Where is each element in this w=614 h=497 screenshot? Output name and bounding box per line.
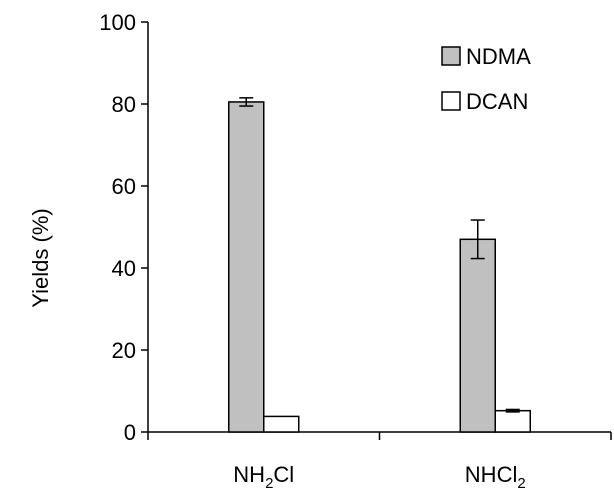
x-labels: NH2Cl NHCl2: [233, 462, 525, 492]
legend-label-dcan: DCAN: [466, 89, 528, 114]
y-tick-label: 60: [112, 174, 136, 199]
y-tick-label: 20: [112, 338, 136, 363]
bar-ndma: [459, 238, 496, 433]
y-tick-label: 80: [112, 92, 136, 117]
y-tick-label: 40: [112, 256, 136, 281]
legend: NDMA DCAN: [441, 44, 531, 114]
legend-swatch-ndma: [441, 46, 461, 66]
bar-ndma: [228, 101, 265, 433]
bar-dcan: [494, 409, 531, 433]
y-tick-label: 100: [99, 10, 136, 35]
error-bars: [239, 97, 520, 413]
axes: [147, 22, 612, 440]
legend-label-ndma: NDMA: [466, 44, 531, 69]
legend-swatch-dcan: [441, 91, 461, 111]
category-label: NHCl2: [465, 462, 526, 492]
category-label: NH2Cl: [233, 462, 294, 492]
y-tick-label: 0: [124, 420, 136, 445]
y-axis-title: Yields (%): [28, 208, 53, 307]
bars: [228, 101, 531, 433]
bar-dcan: [263, 415, 300, 433]
y-ticks: 0 20 40 60 80 100: [99, 10, 148, 445]
